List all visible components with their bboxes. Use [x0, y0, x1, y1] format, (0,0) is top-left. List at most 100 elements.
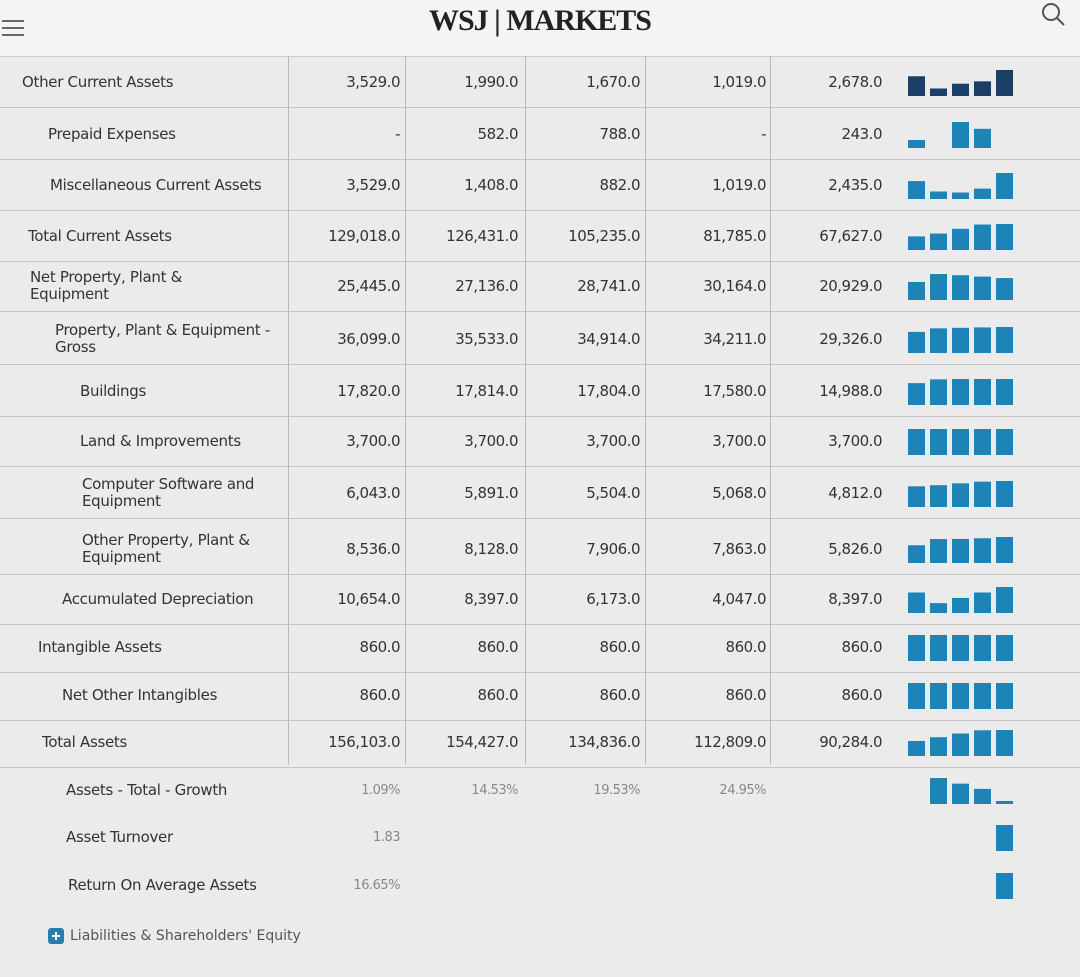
cell-value: 14.53%	[471, 782, 518, 798]
cell-value: 112,809.0	[694, 733, 766, 751]
table-row: Prepaid Expenses - 582.0 788.0 - 243.0	[0, 109, 1080, 159]
trend-bar	[996, 429, 1013, 455]
footer-text[interactable]: Liabilities & Shareholders' Equity	[70, 928, 301, 944]
trend-chart	[930, 778, 1013, 804]
cell-value: 860.0	[725, 686, 767, 704]
row-divider	[0, 518, 1080, 519]
trend-bar	[952, 192, 969, 199]
trend-chart	[908, 122, 991, 148]
trend-bar	[930, 429, 947, 455]
trend-bar	[930, 737, 947, 756]
table-row: Buildings 17,820.0 17,814.0 17,804.0 17,580.…	[0, 366, 1080, 416]
row-divider	[0, 624, 1080, 625]
cell-value: 134,836.0	[568, 733, 640, 751]
trend-chart	[908, 173, 1013, 199]
cell-value: 90,284.0	[819, 733, 882, 751]
table-row: Other Property, Plant & Equipment 8,536.0…	[0, 524, 1080, 574]
trend-bar	[930, 778, 947, 804]
trend-bar	[908, 331, 925, 353]
footer-link[interactable]: Liabilities & Shareholders' Equity	[48, 928, 301, 944]
trend-bar	[930, 603, 947, 613]
cell-value: 34,211.0	[703, 330, 766, 348]
cell-value: 4,047.0	[712, 590, 766, 608]
row-label: Other Current Assets	[22, 72, 174, 91]
trend-bar	[996, 873, 1013, 899]
trend-chart	[996, 825, 1013, 851]
trend-bar	[930, 539, 947, 563]
trend-bar	[908, 592, 925, 613]
cell-value: 582.0	[477, 125, 519, 143]
trend-chart	[908, 429, 1013, 455]
trend-bar	[996, 70, 1013, 96]
trend-chart	[908, 683, 1013, 709]
cell-value: 3,529.0	[346, 73, 400, 91]
cell-value: 154,427.0	[446, 733, 518, 751]
cell-value: 1.83	[373, 829, 400, 845]
row-label: Miscellaneous Current Assets	[50, 175, 262, 194]
table-row: Total Assets 156,103.0 154,427.0 134,836.0 1…	[0, 717, 1080, 767]
cell-value: 860.0	[359, 638, 401, 656]
row-label: Computer Software and Equipment	[82, 475, 255, 510]
cell-value: 156,103.0	[328, 733, 400, 751]
cell-value: 20,929.0	[819, 277, 882, 295]
trend-bar	[974, 327, 991, 353]
row-divider	[0, 767, 1080, 768]
trend-bar	[974, 788, 991, 804]
trend-bar	[952, 483, 969, 507]
trend-bar	[908, 486, 925, 507]
table-row: Computer Software and Equipment 6,043.0 5,…	[0, 468, 1080, 518]
table-row: Net Property, Plant & Equipment 25,445.0 2…	[0, 261, 1080, 311]
cell-value: 5,504.0	[586, 484, 640, 502]
trend-chart	[908, 70, 1013, 96]
cell-value: 2,678.0	[828, 73, 882, 91]
cell-value: 5,068.0	[712, 484, 766, 502]
row-divider	[0, 672, 1080, 673]
search-icon[interactable]	[1040, 2, 1066, 28]
trend-bar	[974, 538, 991, 563]
row-divider	[0, 159, 1080, 160]
trend-bar	[996, 327, 1013, 353]
table-row: Other Current Assets 3,529.0 1,990.0 1,670.…	[0, 57, 1080, 107]
cell-value: 860.0	[841, 686, 883, 704]
row-label: Asset Turnover	[66, 827, 173, 846]
row-divider	[0, 261, 1080, 262]
trend-chart	[908, 274, 1013, 300]
trend-bar	[952, 122, 969, 148]
row-label: Intangible Assets	[38, 637, 162, 656]
table-row: Return On Average Assets 16.65%	[0, 860, 1080, 910]
cell-value: 243.0	[841, 125, 883, 143]
trend-bar	[908, 545, 925, 563]
cell-value: 27,136.0	[455, 277, 518, 295]
trend-bar	[930, 328, 947, 353]
cell-value: 25,445.0	[337, 277, 400, 295]
cell-value: 6,173.0	[586, 590, 640, 608]
trend-bar	[952, 275, 969, 300]
trend-bar	[952, 429, 969, 455]
trend-bar	[996, 224, 1013, 250]
trend-bar	[974, 635, 991, 661]
expand-icon[interactable]	[48, 928, 64, 944]
financial-table: Other Current Assets 3,529.0 1,990.0 1,670.…	[0, 57, 1080, 937]
trend-bar	[930, 635, 947, 661]
cell-value: 3,700.0	[346, 432, 400, 450]
trend-bar	[996, 537, 1013, 563]
trend-bar	[930, 233, 947, 250]
trend-bar	[996, 173, 1013, 199]
trend-bar	[996, 825, 1013, 851]
row-label: Total Assets	[42, 732, 128, 751]
trend-bar	[908, 281, 925, 300]
cell-value: 3,700.0	[828, 432, 882, 450]
cell-value: 860.0	[477, 686, 519, 704]
column-divider	[770, 57, 771, 765]
trend-bar	[908, 139, 925, 148]
trend-bar	[930, 191, 947, 199]
cell-value: 4,812.0	[828, 484, 882, 502]
cell-value: 860.0	[599, 686, 641, 704]
cell-value: 30,164.0	[703, 277, 766, 295]
menu-icon[interactable]	[2, 20, 24, 38]
trend-bar	[908, 635, 925, 661]
trend-bar	[952, 228, 969, 250]
row-divider	[0, 364, 1080, 365]
top-bar: WSJ | MARKETS	[0, 0, 1080, 57]
trend-bar	[908, 383, 925, 405]
